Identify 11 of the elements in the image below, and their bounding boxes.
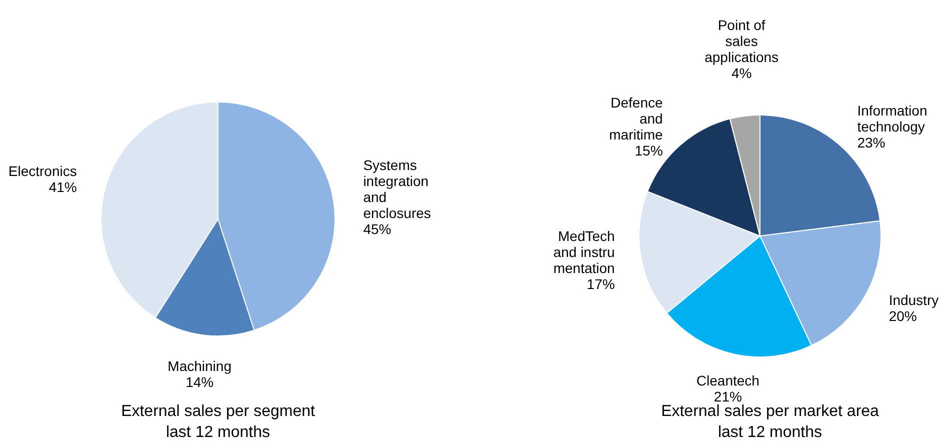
slice-label: Information technology 23% [857,102,928,151]
slice-label: Systems integration and enclosures 45% [363,157,431,238]
slice-label: Electronics 41% [8,162,77,195]
slice-label: MedTech and instru mentation 17% [553,228,615,292]
slice-label: Defence and maritime 15% [609,94,663,159]
text: External sales per market area last 12 months [661,403,880,441]
slice-label: Point of sales applications 4% [704,17,779,82]
slice-label: Industry 20% [888,292,939,324]
slice-label: Machining 14% [168,358,232,390]
text: External sales per segment last 12 months [121,403,316,441]
slice-label: Cleantech 21% [696,372,760,404]
